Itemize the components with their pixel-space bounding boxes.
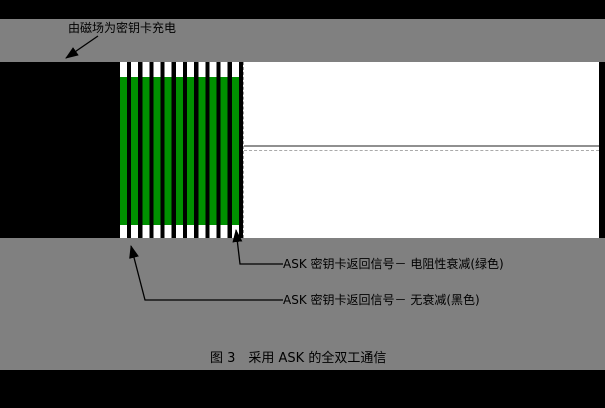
- charge-field-label: 由磁场为密钥卡充电: [68, 21, 177, 35]
- stripe-band-white-bottom: [120, 225, 243, 238]
- diagram-main-row: [0, 62, 605, 238]
- black-signal-label: ASK 密钥卡返回信号－ 无衰减(黑色): [283, 293, 480, 307]
- figure-caption: 图 3 采用 ASK 的全双工通信: [210, 351, 387, 366]
- keycard-signal-stripes: [120, 62, 243, 238]
- field-white-region: [243, 62, 599, 238]
- top-gray-band: [0, 19, 605, 62]
- stripe-band-green: [120, 77, 243, 225]
- green-signal-label: ASK 密钥卡返回信号－ 电阻性衰减(绿色): [283, 257, 504, 271]
- stripe-band-white-top: [120, 62, 243, 77]
- divider-dotted-line: [244, 150, 599, 151]
- bottom-gray-band: [0, 238, 605, 370]
- black-no-attenuation-region: [0, 62, 120, 238]
- divider-line: [244, 145, 599, 147]
